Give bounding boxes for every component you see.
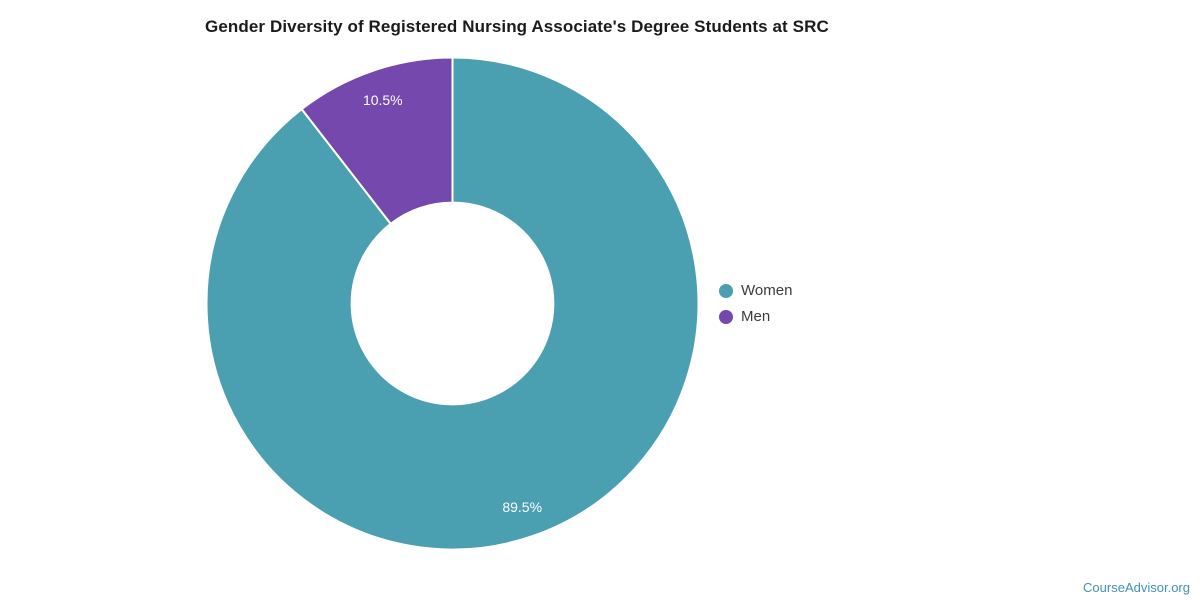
watermark-link[interactable]: CourseAdvisor.org — [1083, 580, 1190, 595]
legend: Women Men — [719, 280, 792, 327]
donut-slice-women[interactable] — [205, 56, 700, 551]
donut-slice-labels: 89.5% 10.5% — [363, 92, 542, 515]
legend-swatch-men-icon — [719, 309, 733, 324]
slice-label-men: 10.5% — [363, 92, 403, 108]
legend-label-men: Men — [741, 308, 771, 325]
slice-label-women: 89.5% — [502, 499, 542, 515]
legend-swatch-women-icon — [719, 283, 733, 298]
legend-item-women[interactable]: Women — [719, 280, 792, 301]
donut-slices — [205, 56, 700, 551]
legend-item-men[interactable]: Men — [719, 306, 792, 327]
legend-label-women: Women — [741, 282, 793, 299]
donut-slice-men[interactable] — [300, 56, 454, 225]
chart-title: Gender Diversity of Registered Nursing A… — [205, 17, 829, 36]
